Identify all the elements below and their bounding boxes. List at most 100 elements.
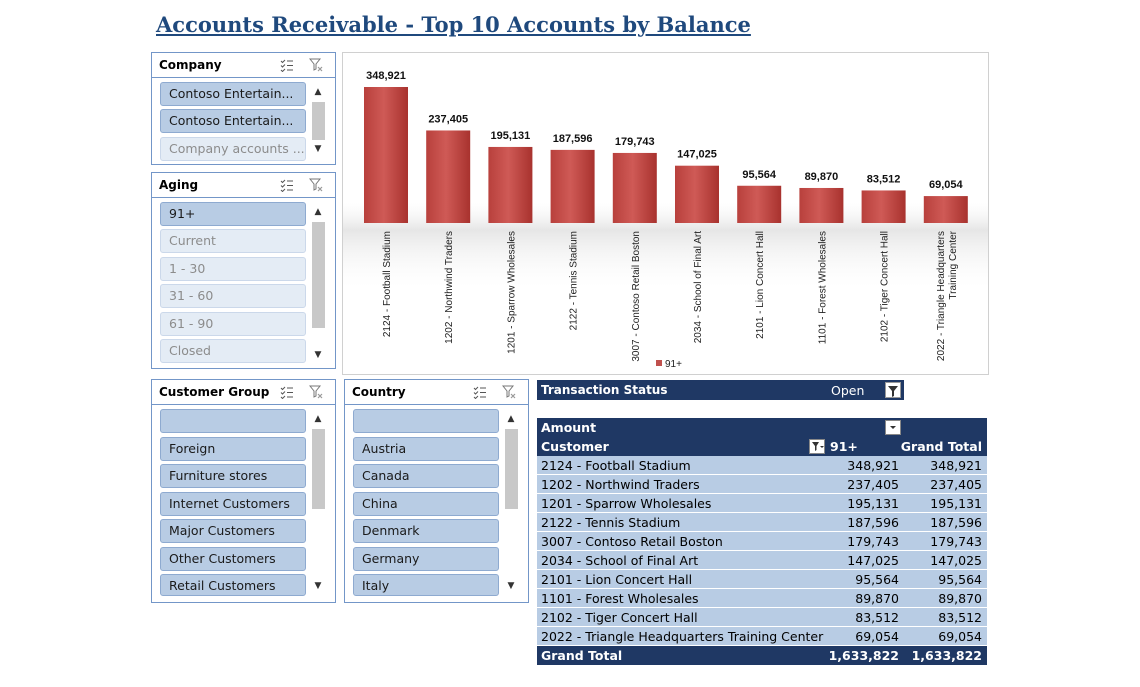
clear-filter-icon[interactable]	[502, 385, 516, 399]
slicer-item-country-6[interactable]: Germany	[353, 547, 499, 571]
bar-7[interactable]	[737, 185, 782, 223]
bar-6[interactable]	[675, 165, 719, 223]
bar-3[interactable]	[488, 146, 533, 223]
slicer-item-customer-group-7[interactable]: Retail Customers	[160, 574, 306, 596]
value-cell: 83,512	[855, 610, 899, 625]
slicer-title: Company	[159, 58, 222, 72]
scroll-up-icon[interactable]: ▲	[314, 207, 322, 217]
customer-cell: 2122 - Tennis Stadium	[541, 515, 681, 530]
company-slicer: Company Contoso Entertain... Contoso Ent…	[151, 52, 336, 165]
table-row[interactable]: 1101 - Forest Wholesales 89,870 89,870	[537, 589, 987, 608]
value-cell: 147,025	[847, 553, 899, 568]
multi-select-icon[interactable]	[280, 385, 294, 399]
table-row[interactable]: 2124 - Football Stadium 348,921 348,921	[537, 456, 987, 475]
filter-icon	[812, 442, 824, 451]
filter-icon	[888, 386, 898, 397]
total-cell: 83,512	[938, 610, 982, 625]
category-label-9: 2102 - Tiger Concert Hall	[880, 231, 891, 342]
table-row[interactable]: 2022 - Triangle Headquarters Training Ce…	[537, 627, 987, 646]
clear-filter-icon[interactable]	[309, 178, 323, 192]
clear-filter-icon[interactable]	[309, 58, 323, 72]
slicer-item-company-2[interactable]: Contoso Entertain...	[160, 109, 306, 133]
pivot-values-header: Amount	[537, 418, 987, 437]
category-label-8: 1101 - Forest Wholesales	[817, 231, 828, 344]
bar-2[interactable]	[426, 130, 471, 223]
table-row[interactable]: 1202 - Northwind Traders 237,405 237,405	[537, 475, 987, 494]
slicer-item-country-7[interactable]: Italy	[353, 574, 499, 596]
slicer-item-customer-group-4[interactable]: Internet Customers	[160, 492, 306, 516]
slicer-item-country-1[interactable]	[353, 409, 499, 433]
scroll-down-icon[interactable]: ▼	[314, 350, 322, 360]
slicer-item-customer-group-5[interactable]: Major Customers	[160, 519, 306, 543]
slicer-item-aging-3[interactable]: 1 - 30	[160, 257, 306, 281]
data-label-4: 187,596	[553, 133, 593, 145]
scroll-down-icon[interactable]: ▼	[314, 144, 322, 154]
slicer-header: Country	[345, 380, 528, 405]
scroll-up-icon[interactable]: ▲	[314, 414, 322, 424]
bar-1[interactable]	[364, 87, 408, 223]
bar-5[interactable]	[612, 152, 657, 223]
slicer-item-aging-4[interactable]: 31 - 60	[160, 284, 306, 308]
total-cell: 69,054	[938, 629, 982, 644]
country-scrollbar[interactable]: ▲ ▼	[503, 409, 519, 598]
customer-group-slicer: Customer Group Foreign Furniture stores …	[151, 379, 336, 603]
bar-4[interactable]	[550, 149, 595, 223]
grand-total-value: 1,633,822	[828, 648, 899, 663]
slicer-item-aging-2[interactable]: Current	[160, 229, 306, 253]
multi-select-icon[interactable]	[473, 385, 487, 399]
pivot-table: Amount Customer 91+ Grand Total 2124 - F…	[537, 418, 987, 665]
table-row[interactable]: 2101 - Lion Concert Hall 95,564 95,564	[537, 570, 987, 589]
data-label-1: 348,921	[366, 70, 406, 82]
multi-select-icon[interactable]	[280, 58, 294, 72]
slicer-item-company-3[interactable]: Company accounts ...	[160, 137, 306, 161]
data-label-6: 147,025	[677, 149, 717, 161]
slicer-item-country-4[interactable]: China	[353, 492, 499, 516]
table-row[interactable]: 2122 - Tennis Stadium 187,596 187,596	[537, 513, 987, 532]
slicer-item-company-1[interactable]: Contoso Entertain...	[160, 82, 306, 106]
aging-scrollbar[interactable]: ▲ ▼	[310, 202, 326, 364]
filter-dropdown-button[interactable]	[885, 382, 901, 398]
scroll-down-icon[interactable]: ▼	[314, 581, 322, 591]
slicer-title: Customer Group	[159, 385, 270, 399]
slicer-item-customer-group-2[interactable]: Foreign	[160, 437, 306, 461]
customer-group-scrollbar[interactable]: ▲ ▼	[310, 409, 326, 598]
row-filter-dropdown[interactable]	[809, 439, 825, 454]
values-dropdown[interactable]	[885, 420, 901, 435]
value-cell: 187,596	[847, 515, 899, 530]
slicer-item-aging-5[interactable]: 61 - 90	[160, 312, 306, 336]
multi-select-icon[interactable]	[280, 178, 294, 192]
customer-cell: 2124 - Football Stadium	[541, 458, 691, 473]
slicer-item-country-3[interactable]: Canada	[353, 464, 499, 488]
clear-filter-icon[interactable]	[309, 385, 323, 399]
slicer-title: Aging	[159, 178, 199, 192]
slicer-item-aging-6[interactable]: Closed	[160, 339, 306, 363]
table-row[interactable]: 2034 - School of Final Art 147,025 147,025	[537, 551, 987, 570]
data-label-10: 69,054	[929, 179, 964, 191]
customer-cell: 2034 - School of Final Art	[541, 553, 699, 568]
slicer-item-country-5[interactable]: Denmark	[353, 519, 499, 543]
category-label-4: 2122 - Tennis Stadium	[569, 231, 580, 330]
total-col-label: Grand Total	[900, 439, 982, 454]
company-scrollbar[interactable]: ▲ ▼	[310, 82, 326, 158]
scroll-down-icon[interactable]: ▼	[507, 581, 515, 591]
slicer-item-customer-group-3[interactable]: Furniture stores	[160, 464, 306, 488]
slicer-item-customer-group-1[interactable]	[160, 409, 306, 433]
scroll-up-icon[interactable]: ▲	[314, 87, 322, 97]
table-row[interactable]: 1201 - Sparrow Wholesales 195,131 195,131	[537, 494, 987, 513]
category-label-7: 2101 - Lion Concert Hall	[755, 231, 766, 339]
customer-cell: 2101 - Lion Concert Hall	[541, 572, 693, 587]
row-label: Customer	[541, 439, 609, 454]
table-row[interactable]: 2102 - Tiger Concert Hall 83,512 83,512	[537, 608, 987, 627]
data-label-3: 195,131	[491, 130, 531, 142]
bar-10[interactable]	[923, 196, 968, 223]
page-title: Accounts Receivable - Top 10 Accounts by…	[156, 12, 751, 37]
bar-8[interactable]	[799, 187, 844, 223]
slicer-item-country-2[interactable]: Austria	[353, 437, 499, 461]
bar-9[interactable]	[861, 190, 906, 223]
slicer-item-customer-group-6[interactable]: Other Customers	[160, 547, 306, 571]
data-label-9: 83,512	[867, 173, 901, 185]
slicer-item-aging-1[interactable]: 91+	[160, 202, 306, 226]
table-row[interactable]: 3007 - Contoso Retail Boston 179,743 179,7…	[537, 532, 987, 551]
scroll-up-icon[interactable]: ▲	[507, 414, 515, 424]
total-cell: 237,405	[930, 477, 982, 492]
